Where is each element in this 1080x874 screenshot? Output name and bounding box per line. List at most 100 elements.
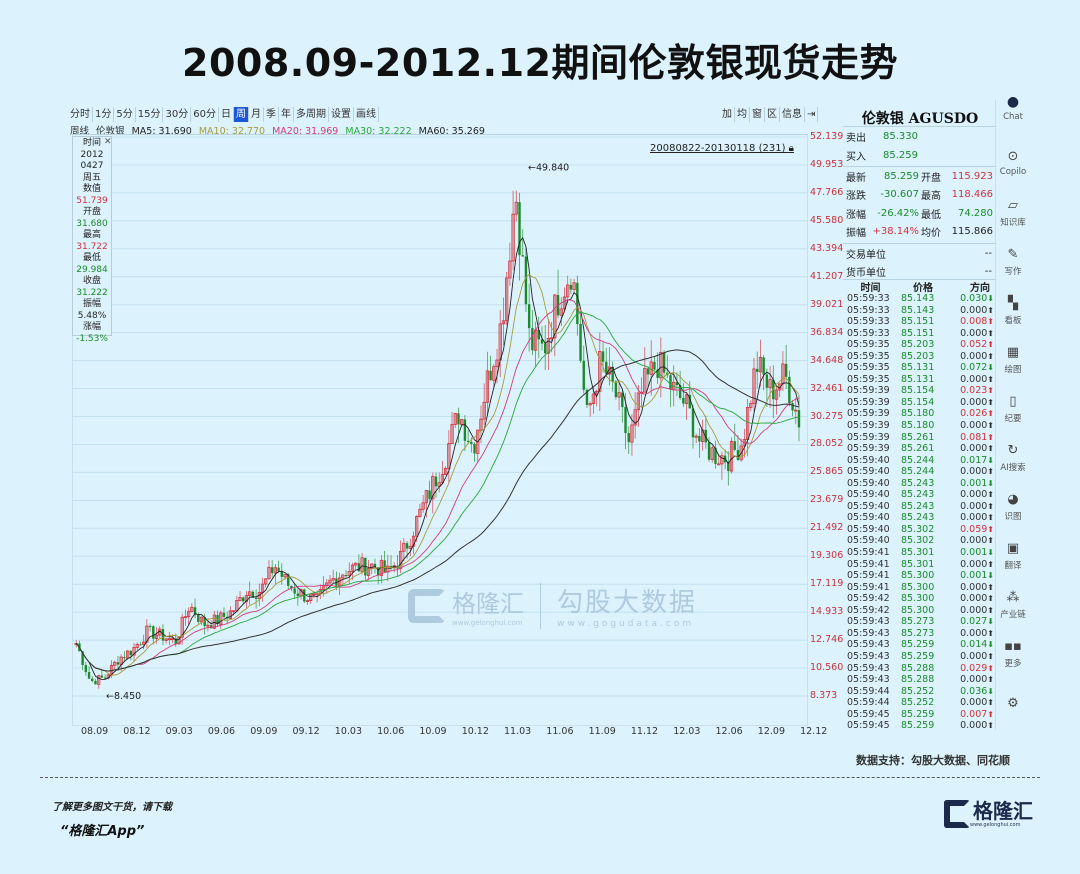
period-tab-6[interactable]: 日 (219, 107, 234, 122)
chart-tool-3[interactable]: 区 (765, 107, 780, 122)
tick-change: 0.000⬆ (960, 466, 994, 478)
arrow-up-icon: ⬆ (987, 651, 994, 661)
period-tab-2[interactable]: 5分 (114, 107, 136, 122)
arrow-up-icon: ⬆ (987, 490, 994, 500)
arrow-up-icon: ⬆ (987, 698, 994, 708)
period-tab-10[interactable]: 年 (279, 107, 294, 122)
quote-label: 最低 (921, 209, 941, 221)
tick-price: 85.154 (901, 385, 935, 397)
tick-change: 0.000⬆ (960, 535, 994, 547)
period-tab-8[interactable]: 月 (249, 107, 264, 122)
watermark-brand2: 勾股大数据 (557, 588, 698, 618)
y-tick-label: 34.648 (810, 354, 844, 366)
rail-item-AI搜索[interactable]: ↻ AI搜索 (995, 443, 1031, 492)
rail-item-翻译[interactable]: ▣ 翻译 (995, 541, 1031, 590)
arrow-down-icon: ⬇ (987, 571, 994, 581)
tick-row: 05:59:42 85.300 0.000⬆ (843, 605, 996, 617)
tick-row: 05:59:33 85.151 0.008⬆ (843, 316, 996, 328)
chart-tool-2[interactable]: 窗 (750, 107, 765, 122)
arrow-down-icon: ⬇ (987, 455, 994, 465)
quote-value: +38.14% (872, 226, 919, 238)
tick-change: 0.030⬇ (960, 293, 994, 304)
period-tab-9[interactable]: 季 (264, 107, 279, 122)
tick-row: 05:59:41 85.300 0.000⬆ (843, 582, 996, 594)
tick-price: 85.302 (901, 535, 935, 547)
period-tab-3[interactable]: 15分 (136, 107, 164, 122)
period-tab-5[interactable]: 60分 (191, 107, 219, 122)
candlestick-chart[interactable]: ←49.840 ←8.450 (72, 134, 808, 726)
open-label: 开盘 (82, 207, 101, 217)
y-tick-label: 25.865 (810, 466, 844, 478)
tick-change: 0.000⬆ (960, 304, 994, 316)
amplitude-value: 5.48% (77, 310, 107, 321)
arrow-down-icon: ⬇ (987, 478, 994, 488)
close-icon[interactable]: ✕ (104, 137, 112, 147)
y-tick-label: 21.492 (810, 522, 844, 534)
watermark-divider (540, 582, 541, 629)
rail-item-纪要[interactable]: ▯ 纪要 (995, 394, 1031, 443)
x-tick-label: 10.03 (334, 726, 362, 737)
chart-tool-5[interactable]: ⇥ (805, 107, 819, 122)
date-range-label[interactable]: 20080822-20130118 (231) 🔒︎ (650, 143, 794, 154)
rail-label: 知识库 (1000, 218, 1026, 228)
watermark-brand1: 格隆汇 (452, 590, 524, 618)
rail-item-settings[interactable]: ⚙ (995, 696, 1031, 745)
tick-row: 05:59:33 85.143 0.000⬆ (843, 305, 996, 317)
rail-label: 看板 (1004, 316, 1022, 326)
tick-price: 85.131 (901, 373, 935, 385)
period-tab-1[interactable]: 1分 (93, 107, 115, 122)
rail-label: AI搜索 (1000, 463, 1026, 473)
tick-row: 05:59:35 85.203 0.052⬆ (843, 339, 996, 351)
rail-item-看板[interactable]: ▚ 看板 (995, 296, 1031, 345)
arrow-down-icon: ⬇ (987, 686, 994, 696)
y-tick-label: 12.746 (810, 634, 844, 646)
rail-item-更多[interactable]: ▪▪ 更多 (995, 639, 1031, 688)
period-tab-11[interactable]: 多周期 (294, 107, 329, 122)
ma30-label: MA30: 32.222 (345, 126, 412, 137)
tick-time: 05:59:41 (847, 570, 890, 582)
rail-item-写作[interactable]: ✎ 写作 (995, 247, 1031, 296)
tick-row: 05:59:45 85.259 0.000⬆ (843, 720, 996, 732)
tick-row: 05:59:40 85.243 0.000⬆ (843, 501, 996, 513)
x-tick-label: 10.06 (377, 726, 405, 737)
tick-price: 85.259 (901, 720, 935, 732)
tick-row: 05:59:39 85.154 0.023⬆ (843, 385, 996, 397)
period-tab-7[interactable]: 周 (233, 107, 249, 122)
tick-price: 85.273 (901, 627, 935, 639)
tick-price: 85.288 (901, 662, 935, 674)
tick-change: 0.014⬇ (960, 639, 994, 651)
rail-item-知识库[interactable]: ▱ 知识库 (995, 198, 1031, 247)
tick-change: 0.000⬆ (960, 420, 994, 432)
tick-row: 05:59:40 85.244 0.017⬇ (843, 455, 996, 467)
quote-stats-block: 最新 85.259 开盘 115.923 涨跌 -30.607 最高 118.466 涨幅 -26… (843, 166, 996, 241)
instrument-label: 伦敦银 (96, 126, 125, 137)
chart-tool-1[interactable]: 均 (735, 107, 750, 122)
x-tick-label: 09.09 (250, 726, 278, 737)
chart-area[interactable] (72, 134, 808, 726)
period-tab-0[interactable]: 分时 (68, 107, 93, 122)
tick-list[interactable]: 05:59:33 85.143 0.030⬇ 05:59:33 85.143 0.000⬆… (843, 293, 996, 732)
y-tick-label: 49.953 (810, 158, 844, 170)
chart-tool-4[interactable]: 信息 (780, 107, 805, 122)
weekday-value: 周五 (82, 172, 101, 183)
y-tick-label: 36.834 (810, 326, 844, 338)
tick-time: 05:59:43 (847, 674, 890, 686)
crosshair-info-box: 时间 2012 0427 周五 数值 51.739 开盘 31.680 最高 3… (72, 136, 112, 344)
tick-row: 05:59:35 85.203 0.000⬆ (843, 351, 996, 363)
period-tab-12[interactable]: 设置 (329, 107, 354, 122)
rail-item-产业链[interactable]: ⁂ 产业链 (995, 590, 1031, 639)
rail-item-绘图[interactable]: ▦ 绘图 (995, 345, 1031, 394)
svg-text:←49.840: ←49.840 (528, 162, 569, 173)
watermark: 格隆汇 www.gelonghui.com 勾股大数据 www.gogudata… (408, 582, 697, 629)
rail-item-Chat[interactable]: ● Chat (995, 94, 1031, 149)
rail-item-识图[interactable]: ◕ 识图 (995, 492, 1031, 541)
period-tab-4[interactable]: 30分 (163, 107, 192, 122)
x-tick-label: 12.06 (715, 726, 743, 737)
tick-time: 05:59:35 (847, 339, 890, 351)
chart-tool-0[interactable]: 加 (720, 107, 735, 122)
tick-time: 05:59:35 (847, 362, 890, 374)
rail-item-Copilo[interactable]: ⊙ Copilo (995, 149, 1031, 198)
period-tab-13[interactable]: 画线 (354, 107, 379, 122)
quote-row: 最新 85.259 开盘 115.923 (843, 167, 996, 186)
low-label: 最低 (82, 253, 101, 263)
